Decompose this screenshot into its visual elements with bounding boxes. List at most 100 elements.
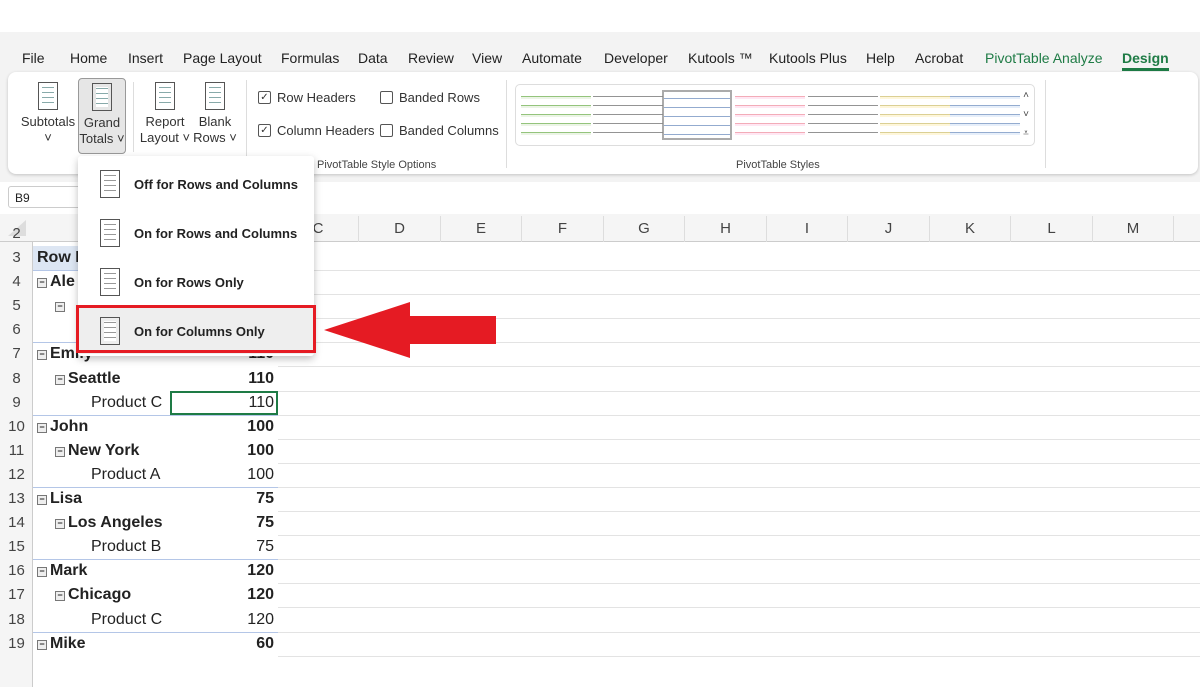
collapse-icon[interactable]: − [37,639,47,650]
row-number[interactable]: 8 [12,369,21,387]
pivot-row-label[interactable]: − New York [33,439,170,463]
column-headers-checkbox[interactable]: ✓ Column Headers [258,123,375,138]
row-number[interactable]: 9 [12,393,21,411]
pivot-row-label[interactable]: Product C [33,391,170,415]
row-number[interactable]: 18 [8,610,25,628]
grand-totals-button[interactable]: Grand Totals ˅ [78,78,126,154]
pivot-value[interactable]: 75 [256,514,274,532]
pivot-value[interactable]: 120 [247,562,274,580]
tab-data[interactable]: Data [358,50,388,66]
pivot-value[interactable]: 120 [247,586,274,604]
row-number[interactable]: 6 [12,321,21,339]
pivot-value[interactable]: 75 [256,538,274,556]
tab-insert[interactable]: Insert [128,50,164,66]
tab-view[interactable]: View [472,50,503,66]
collapse-icon[interactable]: − [55,519,65,530]
pivot-value[interactable]: 100 [247,417,274,435]
pivot-row-label[interactable]: − John [33,415,170,439]
scroll-up-icon[interactable]: ˄ [1023,90,1029,101]
pivot-row-label[interactable]: Product A [33,463,170,487]
pivot-value[interactable]: 75 [256,490,274,507]
pivot-row-label[interactable]: Product C [33,608,170,632]
column-header[interactable]: E [441,216,522,242]
row-number[interactable]: 2 [12,225,21,242]
collapse-icon[interactable]: − [55,591,65,602]
tab-home[interactable]: Home [70,50,108,66]
row-number[interactable]: 5 [12,297,21,315]
tab-automate[interactable]: Automate [522,50,582,66]
report-layout-button[interactable]: Report Layout ˅ [138,78,192,154]
column-header[interactable]: L [1012,216,1093,242]
row-number[interactable]: 17 [8,586,25,604]
active-cell-b9[interactable] [170,391,278,415]
collapse-icon[interactable]: − [37,278,47,289]
grand-totals-option[interactable]: On for Rows Only [78,259,314,305]
pivot-value[interactable]: 100 [247,441,274,459]
style-swatch-gray[interactable] [593,90,663,140]
row-number[interactable]: 13 [8,490,25,507]
pivot-row-label[interactable]: − Los Angeles [33,511,170,535]
pivot-row-label[interactable]: − Ale [33,270,170,294]
grand-totals-option[interactable]: Off for Rows and Columns [78,161,314,207]
tab-review[interactable]: Review [408,50,454,66]
row-number[interactable]: 11 [8,441,25,459]
row-headers-checkbox[interactable]: ✓ Row Headers [258,90,356,105]
style-swatch-light-blue[interactable] [950,90,1020,140]
row-number[interactable]: 15 [8,538,25,556]
pivot-row-label[interactable]: − Mark [33,559,170,583]
tab-help[interactable]: Help [866,50,895,66]
column-header[interactable]: D [360,216,441,242]
collapse-icon[interactable]: − [55,446,65,457]
pivot-row-label[interactable]: − [33,294,170,318]
column-header[interactable]: M [1093,216,1174,242]
gallery-more-icon[interactable]: ⩡ [1023,128,1029,139]
row-number[interactable]: 4 [12,273,21,291]
pivot-value[interactable]: 100 [247,465,274,483]
banded-columns-checkbox[interactable]: Banded Columns [380,123,499,138]
style-swatch-orange[interactable] [735,90,805,140]
column-header[interactable]: C [278,216,359,242]
pivot-row-label[interactable]: − Lisa [33,487,170,511]
row-number[interactable]: 3 [12,249,21,266]
row-number[interactable]: 10 [8,417,25,435]
column-header[interactable]: G [604,216,685,242]
pivot-row-label[interactable]: − Mike [33,632,170,656]
pivot-value[interactable]: 120 [247,610,274,628]
pivot-value[interactable]: 110 [248,369,274,387]
column-header[interactable]: I [767,216,848,242]
tab-pivottable-analyze[interactable]: PivotTable Analyze [985,50,1103,66]
tab-developer[interactable]: Developer [604,50,668,66]
pivot-value[interactable]: 60 [256,634,274,652]
tab-formulas[interactable]: Formulas [281,50,340,66]
blank-rows-button[interactable]: Blank Rows ˅ [192,78,238,154]
style-swatch-green[interactable] [521,90,591,140]
scroll-down-icon[interactable]: ˅ [1023,109,1029,120]
pivot-row-label[interactable]: − Seattle [33,367,170,391]
row-number[interactable]: 19 [8,634,25,652]
collapse-icon[interactable]: − [37,495,47,505]
pivot-row-label[interactable]: Product B [33,535,170,559]
row-number[interactable]: 14 [8,514,25,532]
tab-kutools-plus[interactable]: Kutools Plus [769,50,847,66]
tab-kutools-[interactable]: Kutools ™ [688,50,753,66]
select-all-icon[interactable] [8,220,26,236]
pivot-row-label[interactable]: − Chicago [33,583,170,607]
tab-page-layout[interactable]: Page Layout [183,50,262,66]
grand-totals-option[interactable]: On for Columns Only [78,308,314,354]
tab-acrobat[interactable]: Acrobat [915,50,964,66]
style-swatch-yellow[interactable] [880,90,950,140]
row-number[interactable]: 12 [8,465,25,483]
row-number[interactable]: 16 [8,562,25,580]
banded-rows-checkbox[interactable]: Banded Rows [380,90,480,105]
column-header[interactable]: K [930,216,1011,242]
collapse-icon[interactable]: − [55,374,65,385]
collapse-icon[interactable]: − [37,350,47,361]
style-swatch-blue-selected[interactable] [662,90,732,140]
style-swatch-light-gray[interactable] [808,90,878,140]
collapse-icon[interactable]: − [37,567,47,578]
column-header[interactable]: J [849,216,930,242]
column-header[interactable]: F [523,216,604,242]
pivot-value[interactable]: 110 [248,393,274,411]
row-number[interactable]: 7 [12,345,21,363]
subtotals-button[interactable]: Subtotals ˅ [20,78,76,154]
